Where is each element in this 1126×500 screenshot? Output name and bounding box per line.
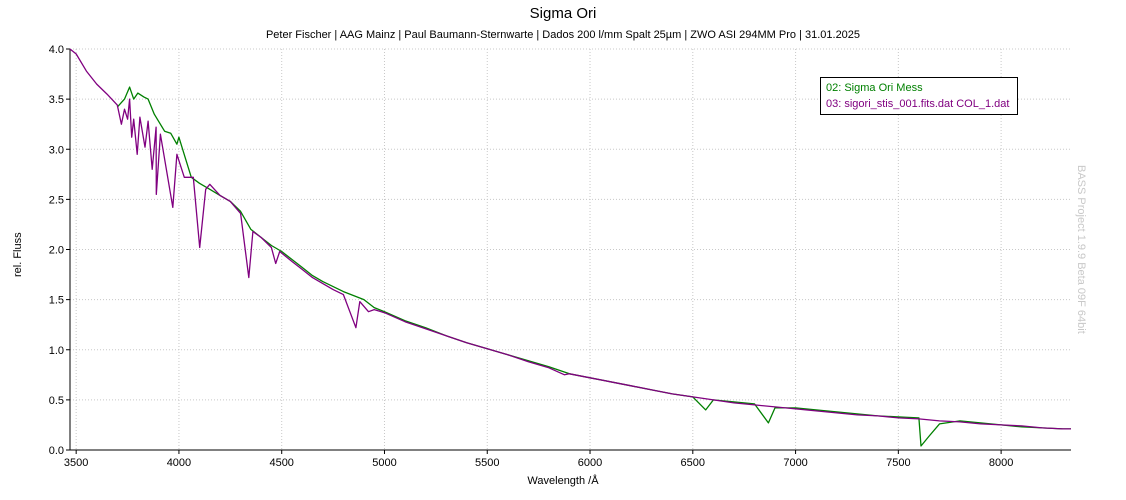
software-watermark: BASS Project 1.9.9 Beta 09F 64bit [1075, 165, 1087, 334]
x-tick-label: 3500 [64, 457, 88, 469]
x-tick-label: 8000 [989, 457, 1013, 469]
y-tick-label: 2.0 [49, 245, 64, 257]
y-tick-label: 3.5 [49, 94, 64, 106]
legend-item-sigori-stis: 03: sigori_stis_001.fits.dat COL_1.dat [826, 98, 1010, 110]
x-tick-label: 5500 [475, 457, 499, 469]
x-tick-label: 7500 [886, 457, 910, 469]
y-tick-label: 1.0 [49, 345, 64, 357]
y-tick-label: 0.5 [49, 395, 64, 407]
legend-item-sigma-ori-mess: 02: Sigma Ori Mess [826, 82, 923, 94]
x-tick-label: 7000 [783, 457, 807, 469]
series-line-1 [69, 48, 1071, 430]
x-tick-label: 6000 [578, 457, 602, 469]
y-axis-label: rel. Fluss [12, 232, 24, 277]
x-tick-label: 6500 [681, 457, 705, 469]
x-tick-label: 5000 [372, 457, 396, 469]
x-tick-label: 4500 [269, 457, 293, 469]
y-tick-label: 1.5 [49, 295, 64, 307]
chart-subtitle: Peter Fischer | AAG Mainz | Paul Baumann… [265, 29, 861, 41]
y-tick-label: 3.0 [49, 144, 64, 156]
y-tick-label: 4.0 [49, 44, 64, 56]
x-tick-label: 4000 [167, 457, 191, 469]
chart-title: Sigma Ori [529, 5, 597, 22]
legend: 02: Sigma Ori Mess 03: sigori_stis_001.f… [820, 77, 1018, 115]
series-line-0 [116, 86, 1071, 447]
x-axis-label: Wavelength /Å [527, 475, 599, 487]
y-tick-label: 2.5 [49, 194, 64, 206]
y-tick-label: 0.0 [49, 445, 64, 457]
